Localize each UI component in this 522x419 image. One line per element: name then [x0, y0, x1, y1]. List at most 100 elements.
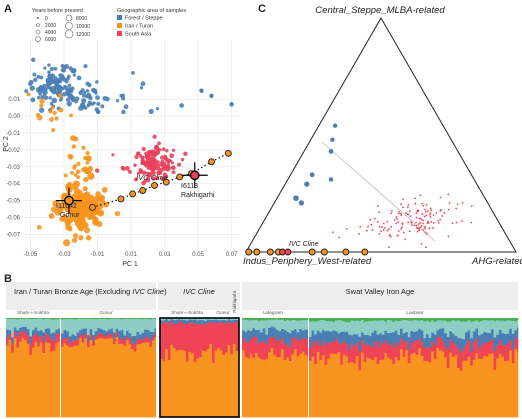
admixture-segment-teal	[504, 320, 507, 335]
admixture-segment-green	[389, 318, 393, 321]
admixture-segment-red	[183, 323, 187, 352]
admixture-segment-teal	[428, 321, 432, 339]
ternary-cline-point	[266, 248, 274, 256]
admixture-segment-blue	[133, 336, 137, 345]
admixture-segment-red	[37, 336, 41, 347]
admixture-segment-red	[366, 343, 370, 358]
admixture-segment-green	[324, 318, 328, 322]
admixture-segment-blue	[452, 333, 455, 344]
admixture-segment-red	[335, 338, 338, 355]
ternary-point-south-asia	[455, 221, 458, 224]
admixture-segment-red	[131, 343, 135, 350]
point-iran-turan	[63, 173, 68, 178]
point-forest-steppe	[32, 72, 37, 77]
admixture-segment-blue	[517, 327, 519, 339]
admixture-segment-red	[376, 347, 380, 365]
admixture-segment-green	[26, 318, 30, 320]
admixture-segment-teal	[511, 321, 515, 335]
admixture-segment-red	[441, 340, 445, 352]
admixture-segment-blue	[118, 330, 122, 339]
admixture-segment-blue	[141, 332, 145, 340]
admixture-segment-red	[167, 324, 171, 361]
ternary-point-south-asia	[338, 236, 340, 239]
admixture-segment-blue	[217, 320, 221, 323]
admixture-segment-orange	[173, 348, 176, 418]
admixture-segment-teal	[63, 319, 67, 331]
admixture-segment-orange	[102, 338, 106, 418]
admixture-segment-blue	[514, 330, 518, 339]
ternary-point-south-asia	[439, 218, 442, 221]
ternary-point-south-asia	[407, 213, 410, 216]
point-iran-turan	[50, 105, 55, 110]
admixture-segment-blue	[389, 332, 393, 345]
admixture-segment-green	[307, 318, 309, 321]
admixture-segment-blue	[8, 330, 12, 335]
ternary-point-south-asia	[432, 227, 434, 229]
admixture-segment-green	[94, 318, 98, 320]
admixture-segment-green	[146, 318, 150, 320]
admixture-segment-red	[273, 337, 277, 356]
admixture-segment-orange	[371, 360, 375, 418]
admixture-segment-red	[491, 339, 494, 354]
admixture-segment-teal	[332, 321, 336, 331]
cline-point	[129, 190, 137, 198]
ternary-point-south-asia	[470, 205, 473, 208]
admixture-segment-blue	[483, 331, 487, 343]
ternary-point-south-asia	[417, 209, 420, 212]
point-south-asia	[151, 176, 156, 181]
admixture-segment-teal	[92, 319, 96, 336]
point-forest-steppe	[58, 73, 65, 79]
point-iran-turan	[72, 180, 81, 188]
ternary-point-south-asia	[429, 207, 432, 210]
admixture-segment-red	[368, 345, 372, 360]
admixture-segment-orange	[37, 346, 41, 418]
point-forest-steppe	[30, 97, 36, 103]
admixture-segment-teal	[465, 321, 468, 333]
admixture-segment-blue	[100, 328, 103, 334]
ternary-point-south-asia	[420, 242, 423, 245]
point-forest-steppe	[67, 87, 73, 92]
admixture-segment-red	[61, 339, 64, 348]
ternary-point-south-asia	[409, 215, 412, 218]
admixture-segment-teal	[483, 320, 487, 333]
ternary-point-south-asia	[418, 217, 421, 220]
admixture-segment-blue	[39, 330, 43, 337]
point-south-asia	[160, 163, 166, 168]
admixture-segment-orange	[141, 342, 145, 418]
point-forest-steppe	[81, 104, 86, 109]
admixture-segment-blue	[319, 332, 323, 347]
admixture-segment-orange	[506, 360, 510, 418]
admixture-segment-red	[363, 345, 367, 363]
ternary-point-south-asia	[422, 204, 425, 207]
point-forest-steppe	[38, 92, 42, 96]
ternary-point-south-asia	[378, 211, 380, 214]
admixture-segment-green	[105, 318, 109, 320]
admixture-segment-green	[120, 318, 124, 320]
admixture-segment-green	[149, 318, 153, 320]
admixture-segment-orange	[21, 337, 25, 418]
admixture-segment-red	[407, 349, 411, 364]
admixture-segment-orange	[97, 338, 101, 418]
admixture-segment-red	[110, 334, 114, 339]
ternary-point-south-asia	[429, 216, 432, 218]
admixture-segment-teal	[374, 320, 377, 331]
point-iran-turan	[71, 237, 78, 243]
admixture-segment-blue	[470, 338, 474, 353]
admixture-segment-green	[244, 318, 248, 321]
admixture-segment-orange	[405, 350, 409, 418]
point-forest-steppe	[85, 89, 90, 93]
admixture-segment-blue	[283, 330, 287, 345]
size-legend-circle	[65, 14, 73, 22]
admixture-segment-teal	[152, 318, 155, 333]
admixture-segment-orange	[68, 347, 72, 418]
admixture-segment-blue	[415, 331, 419, 341]
ternary-point-south-asia	[447, 193, 450, 196]
admixture-segment-orange	[324, 364, 328, 418]
admixture-segment-green	[418, 318, 422, 321]
size-legend-label: 6000	[45, 37, 56, 43]
point-iran-turan	[85, 235, 92, 241]
admixture-segment-green	[247, 318, 251, 321]
point-forest-steppe	[43, 95, 49, 100]
admixture-segment-teal	[128, 319, 132, 334]
admixture-segment-red	[446, 349, 450, 369]
